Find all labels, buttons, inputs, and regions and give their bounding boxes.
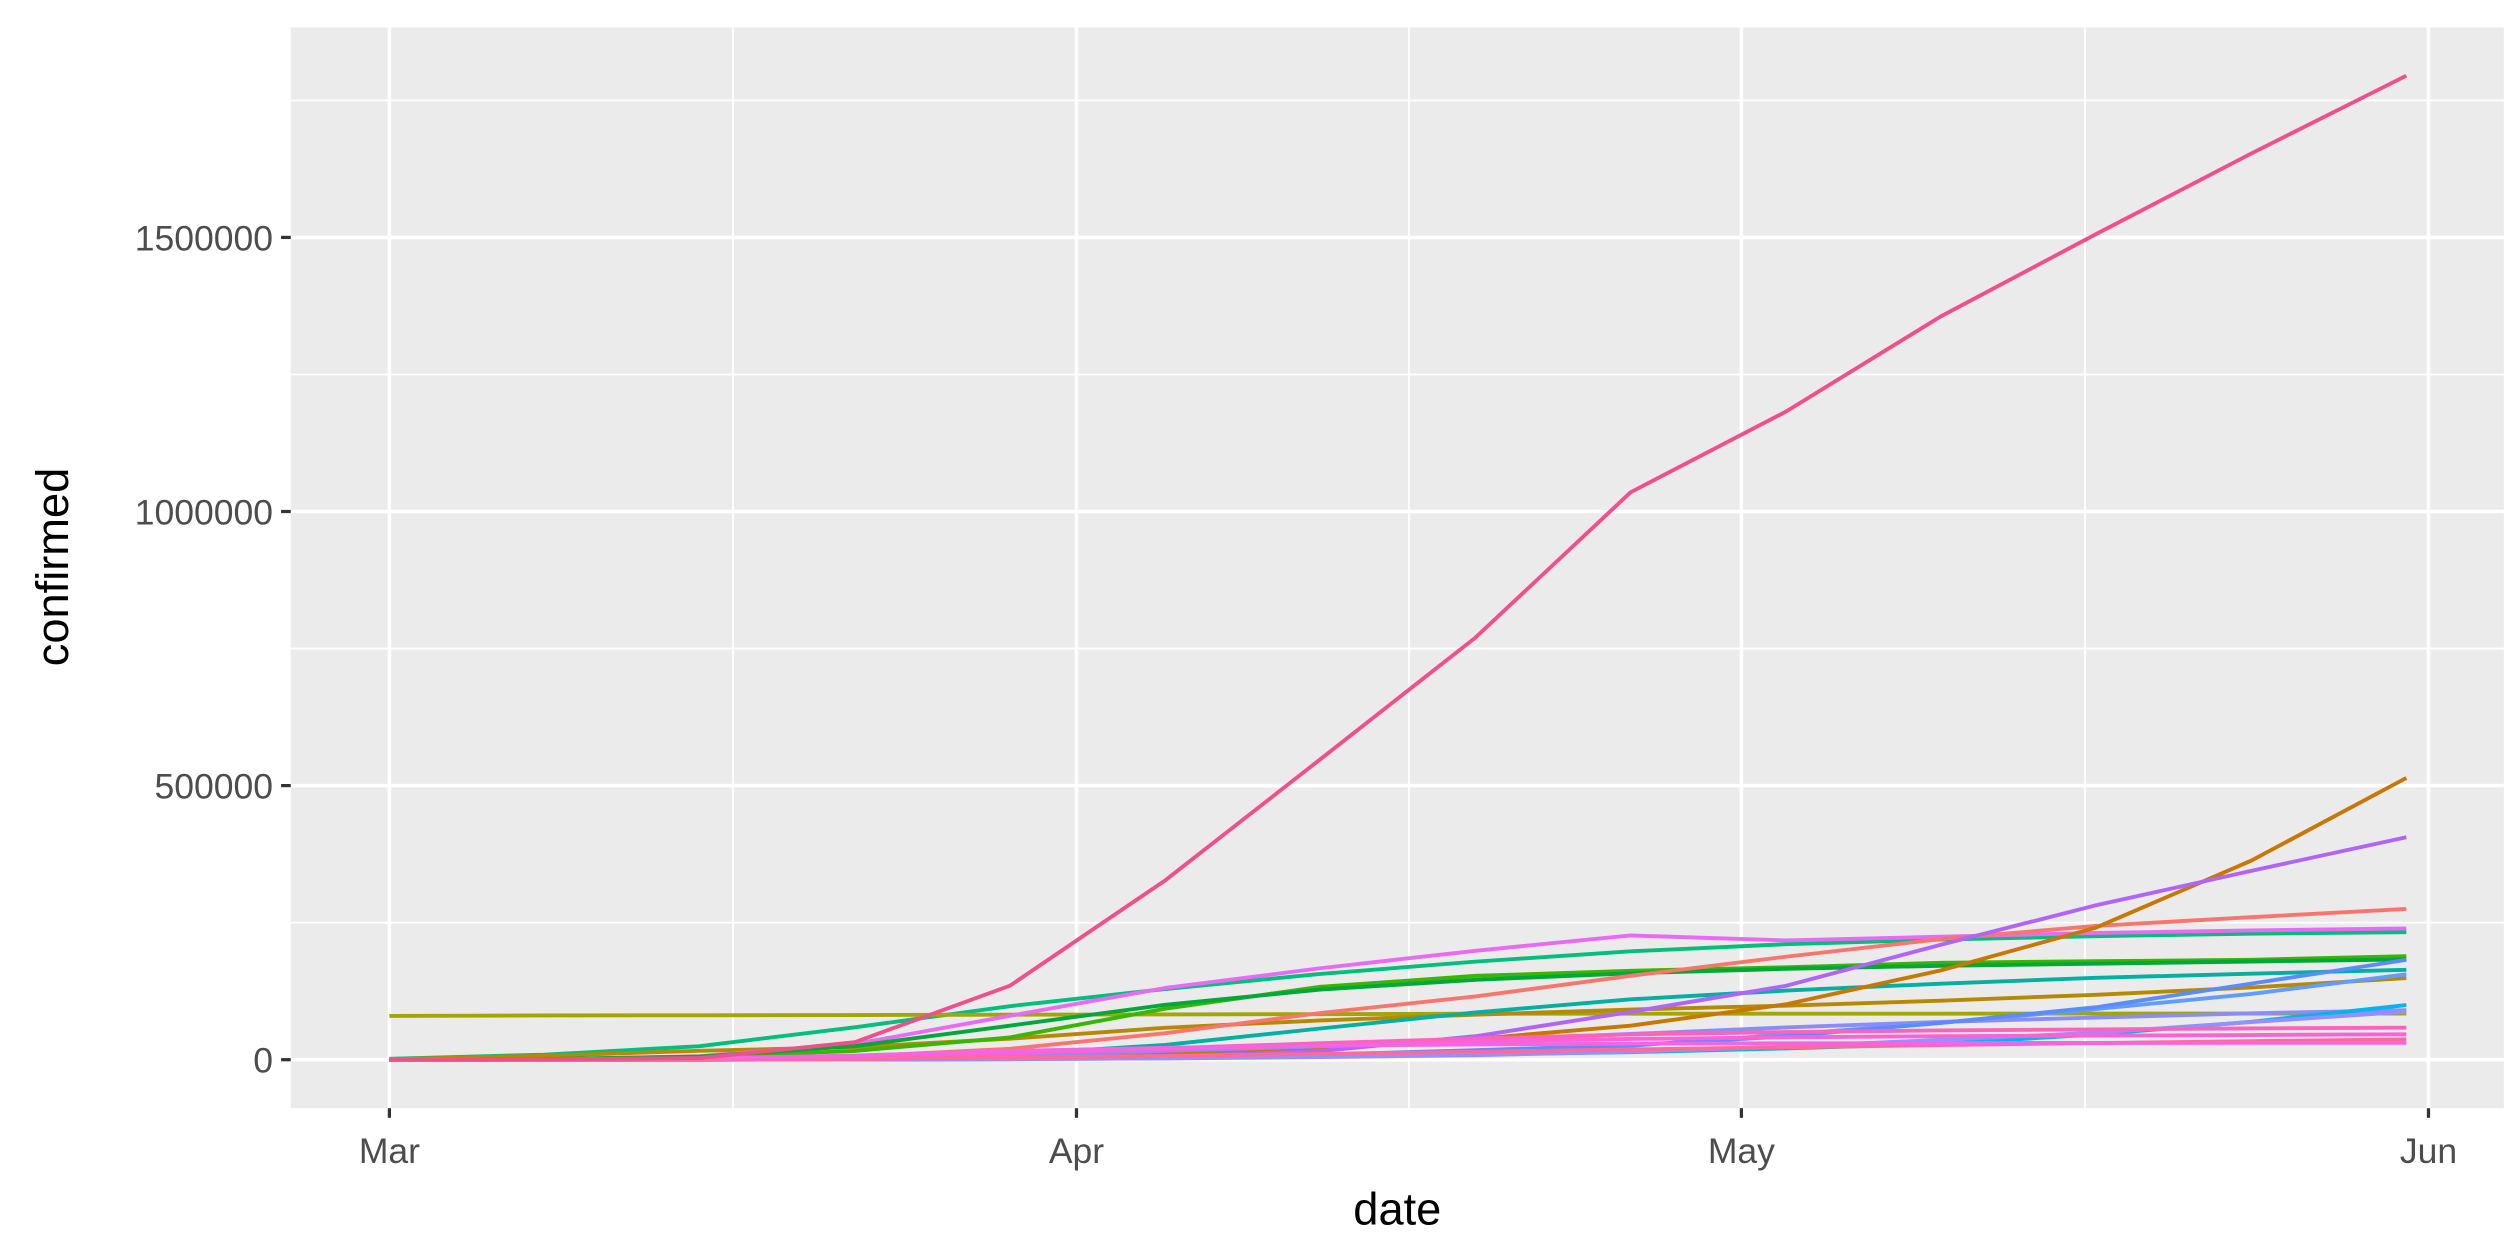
panel bbox=[290, 27, 2504, 1109]
y-tick-label: 0 bbox=[253, 1041, 273, 1081]
grid bbox=[290, 27, 2504, 1109]
x-axis-title: date bbox=[1353, 1183, 1441, 1234]
series-line bbox=[389, 976, 2407, 1062]
y-tick-label: 500000 bbox=[154, 767, 273, 807]
y-tick-label: 1000000 bbox=[135, 492, 273, 532]
x-tick-label: Jun bbox=[2400, 1131, 2457, 1171]
series-line bbox=[389, 1011, 2407, 1018]
y-axis-title: confirmed bbox=[27, 468, 78, 667]
axes: 0 500000 1000000 1500000 Mar Apr May Jun bbox=[135, 218, 2457, 1171]
y-tick-label: 1500000 bbox=[135, 218, 273, 258]
x-tick-label: May bbox=[1708, 1131, 1775, 1171]
series-line bbox=[389, 73, 2408, 1062]
x-tick-label: Mar bbox=[359, 1131, 420, 1171]
x-tick-label: Apr bbox=[1049, 1131, 1104, 1171]
lines bbox=[389, 73, 2408, 1062]
series-line bbox=[389, 1040, 2407, 1062]
